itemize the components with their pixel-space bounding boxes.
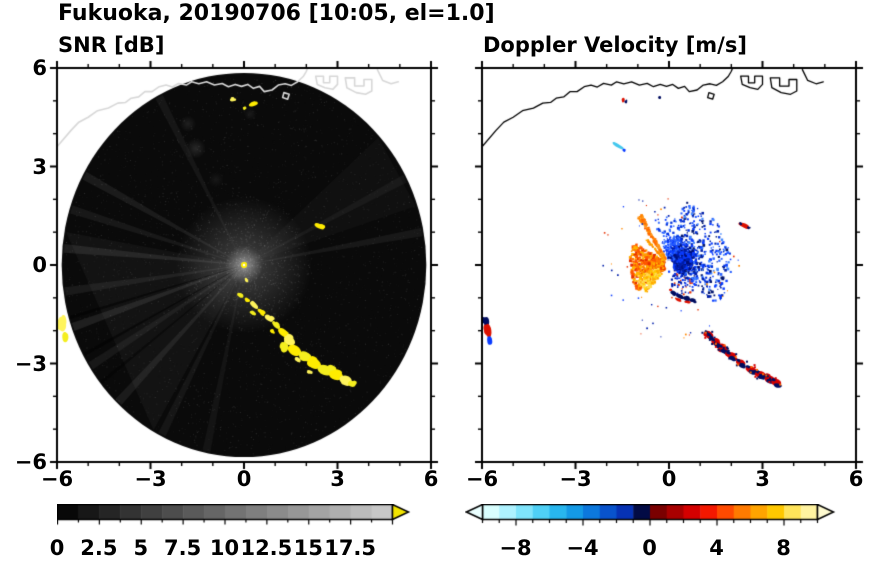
velocity-colorbar-label: −4 xyxy=(566,536,599,560)
velocity-colorbar-label: −8 xyxy=(499,536,532,560)
x-tick-label: 6 xyxy=(423,467,439,491)
velocity-colorbar-label: 0 xyxy=(642,536,657,560)
snr-colorbar-label: 5 xyxy=(133,536,149,560)
snr-colorbar-label: 10 xyxy=(209,536,240,560)
doppler-panel-title: Doppler Velocity [m/s] xyxy=(483,33,747,57)
x-tick-label: −6 xyxy=(40,467,74,491)
y-tick-label: 6 xyxy=(32,56,47,80)
snr-panel-title: SNR [dB] xyxy=(58,33,165,57)
x-tick-label: 3 xyxy=(755,467,770,491)
x-tick-label: 6 xyxy=(848,467,864,491)
snr-colorbar-label: 12.5 xyxy=(240,536,293,560)
x-tick-label: 0 xyxy=(236,467,252,491)
y-tick-label: 3 xyxy=(32,154,47,179)
x-tick-label: 3 xyxy=(330,467,345,491)
snr-colorbar-label: 7.5 xyxy=(164,536,202,560)
snr-colorbar-label: 0 xyxy=(49,536,65,560)
velocity-colorbar-label: 8 xyxy=(776,536,791,560)
doppler-colorbar xyxy=(465,504,837,528)
x-tick-label: 0 xyxy=(661,467,677,491)
snr-ppi-plot xyxy=(49,60,439,470)
y-tick-label: −6 xyxy=(14,450,47,474)
x-tick-label: −6 xyxy=(465,467,499,491)
doppler-ppi-plot xyxy=(474,60,864,470)
y-tick-label: −3 xyxy=(14,351,47,376)
x-tick-label: −3 xyxy=(134,467,167,491)
snr-colorbar-label: 15 xyxy=(293,536,323,560)
y-tick-label: 0 xyxy=(32,253,47,277)
velocity-colorbar-label: 4 xyxy=(709,536,724,560)
snr-colorbar xyxy=(57,504,413,528)
x-tick-label: −3 xyxy=(559,467,592,491)
snr-colorbar-label: 2.5 xyxy=(80,536,118,560)
snr-colorbar-label: 17.5 xyxy=(324,536,377,560)
figure-title: Fukuoka, 20190706 [10:05, el=1.0] xyxy=(58,1,495,26)
